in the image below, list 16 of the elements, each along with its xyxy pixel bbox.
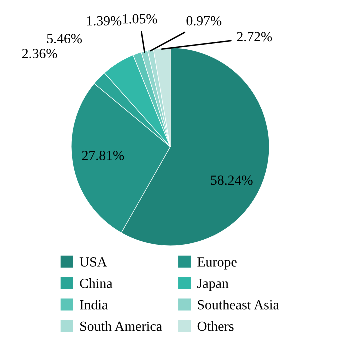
data-label: 5.46% bbox=[47, 34, 82, 44]
data-label: 0.97% bbox=[186, 16, 222, 26]
legend-label: Japan bbox=[198, 279, 229, 292]
legend-label: Europe bbox=[198, 258, 237, 270]
legend-label: South America bbox=[80, 321, 162, 332]
data-label: 27.81% bbox=[82, 151, 124, 160]
legend-label: China bbox=[80, 278, 113, 288]
data-label: 58.24% bbox=[211, 176, 253, 186]
data-label: 1.05% bbox=[123, 14, 158, 24]
data-label: 2.72% bbox=[237, 32, 272, 42]
legend-label: Southeast Asia bbox=[198, 300, 280, 310]
data-label: 2.36% bbox=[22, 49, 58, 58]
legend-label: India bbox=[80, 300, 108, 310]
data-label: 1.39% bbox=[87, 16, 122, 26]
legend-label: Others bbox=[198, 321, 234, 332]
legend-label: USA bbox=[80, 258, 108, 267]
